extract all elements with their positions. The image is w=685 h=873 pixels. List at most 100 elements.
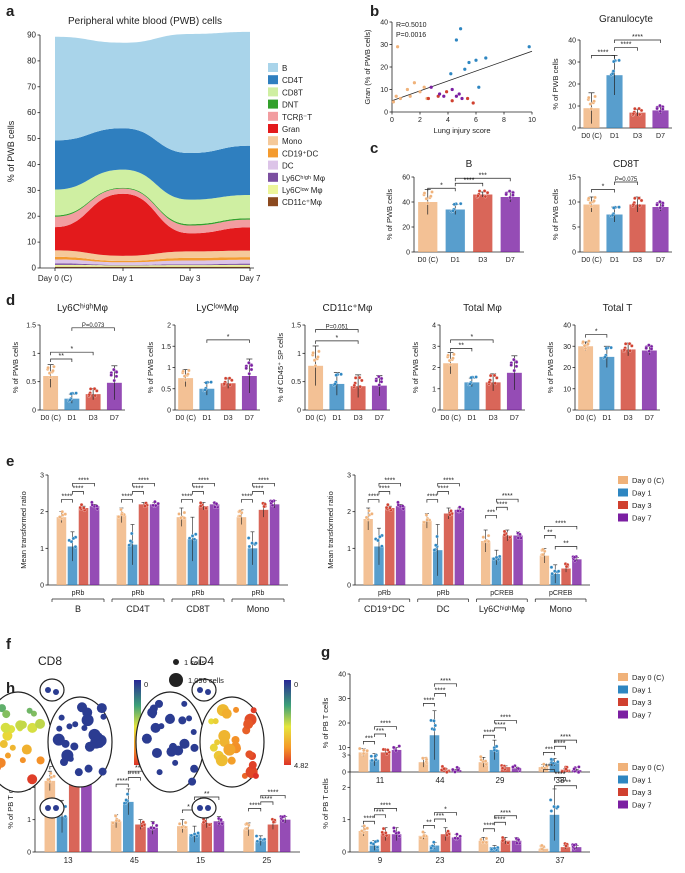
- bar-11-day3: [391, 749, 402, 772]
- cluster-bubble: [88, 728, 101, 741]
- panel-letter-c: c: [370, 140, 378, 157]
- data-point: [365, 826, 370, 830]
- legend-swatch-Day 1: [618, 775, 628, 784]
- data-point: [238, 514, 242, 518]
- chart-title: CD8T: [613, 159, 639, 170]
- bar-Ly6CʰⁱᵍʰMφ-day0: [480, 541, 491, 585]
- bar-25-day1: [255, 840, 267, 852]
- legend-label: CD8T: [282, 88, 303, 97]
- bar-D1: [445, 209, 465, 252]
- data-point: [429, 85, 433, 89]
- data-point: [509, 363, 513, 367]
- data-point: [262, 504, 266, 509]
- bar-Ly6CʰⁱᵍʰMφ-day1: [491, 557, 502, 585]
- data-point: [373, 840, 378, 844]
- bar-23-day2: [440, 834, 451, 852]
- data-point: [95, 389, 99, 393]
- significance-label: ****: [261, 796, 272, 803]
- legend-swatch-Day 3: [618, 501, 628, 509]
- data-point: [374, 758, 378, 762]
- data-point: [204, 506, 208, 511]
- significance-label: ****: [435, 688, 446, 695]
- y-axis-label: Mean transformed ratio: [19, 491, 28, 569]
- legend-swatch-CD8T: [268, 87, 278, 97]
- bar-CD4T-day2: [138, 504, 149, 585]
- data-point: [429, 194, 433, 198]
- cluster-bubble: [209, 743, 218, 752]
- bar-25-day2: [267, 824, 279, 852]
- data-point: [477, 189, 482, 193]
- data-point: [581, 340, 585, 344]
- data-point: [128, 539, 133, 543]
- x-group-label: 44: [436, 776, 445, 785]
- data-point: [451, 209, 455, 213]
- data-point: [381, 747, 386, 752]
- x-tick-label: D0 (C): [440, 415, 461, 422]
- bar-45-day2: [135, 824, 146, 852]
- data-point: [461, 507, 465, 511]
- significance-bracket: [454, 177, 511, 182]
- data-point: [193, 532, 198, 536]
- x-group-label: 23: [436, 856, 445, 865]
- data-point: [514, 364, 519, 369]
- legend-swatch-Day 1: [618, 685, 628, 694]
- data-point: [491, 557, 496, 561]
- cluster-bubble: [56, 725, 63, 732]
- data-point: [47, 371, 52, 375]
- significance-label: ****: [182, 494, 193, 501]
- data-point: [587, 95, 591, 100]
- data-point: [280, 815, 285, 819]
- data-point: [655, 203, 659, 207]
- data-point: [658, 206, 663, 210]
- cluster-outline: [39, 797, 65, 819]
- cluster-bubble: [2, 730, 13, 741]
- data-point: [245, 821, 249, 826]
- legend-swatch-Ly6Cʰⁱᵍʰ Mφ: [268, 172, 278, 182]
- cluster-bubble: [243, 719, 254, 730]
- cluster-bubble: [61, 739, 70, 748]
- data-point: [51, 368, 55, 373]
- data-point: [484, 762, 489, 767]
- data-point: [492, 748, 497, 753]
- y-tick-label: 20: [402, 225, 410, 232]
- cluster-bubble: [0, 722, 11, 733]
- significance-bracket: [437, 491, 449, 495]
- data-point: [79, 502, 84, 507]
- x-tick-label: 6: [474, 117, 478, 124]
- panel-letter-e: e: [6, 453, 14, 470]
- cluster-bubble: [53, 805, 59, 811]
- data-point: [425, 518, 429, 522]
- legend-label: Mono: [282, 137, 303, 146]
- significance-label: ****: [364, 815, 375, 822]
- x-tick-label: D0 (C): [575, 415, 596, 422]
- data-point: [551, 761, 556, 766]
- bar-D0 (C): [308, 365, 324, 410]
- significance-bracket: [192, 491, 204, 495]
- x-tick-label: D7: [375, 415, 384, 422]
- significance-bracket: [437, 483, 460, 487]
- data-point: [493, 381, 497, 386]
- significance-bracket: [132, 491, 144, 495]
- cluster-bubble: [205, 805, 211, 811]
- y-tick-label: 2: [342, 785, 346, 792]
- chart-b1: 0 10 20 30 40 Gran (% of PWB cells) 0 2 4 6 8 10 Lun…: [363, 20, 536, 136]
- significance-bracket: [181, 499, 193, 503]
- data-point: [661, 107, 665, 111]
- x-group-label: CD8T: [186, 604, 210, 614]
- data-point: [69, 392, 73, 396]
- bar-Ly6CʰⁱᵍʰMφ-day2: [502, 535, 512, 585]
- chart-title: LyCˡᵒʷMφ: [196, 303, 239, 314]
- data-point: [492, 846, 497, 851]
- bar-CD19⁺DC-day3: [395, 506, 406, 585]
- data-point: [365, 749, 369, 753]
- data-point: [639, 198, 644, 203]
- y-tick-label: 20: [380, 65, 388, 72]
- cluster-bubble: [197, 805, 203, 811]
- data-point: [93, 393, 97, 398]
- legend-label: DC: [282, 162, 294, 171]
- y-tick-label: 0: [384, 110, 388, 117]
- cluster-bubble: [84, 764, 93, 773]
- data-point: [219, 818, 223, 822]
- cluster-bubble: [70, 742, 79, 751]
